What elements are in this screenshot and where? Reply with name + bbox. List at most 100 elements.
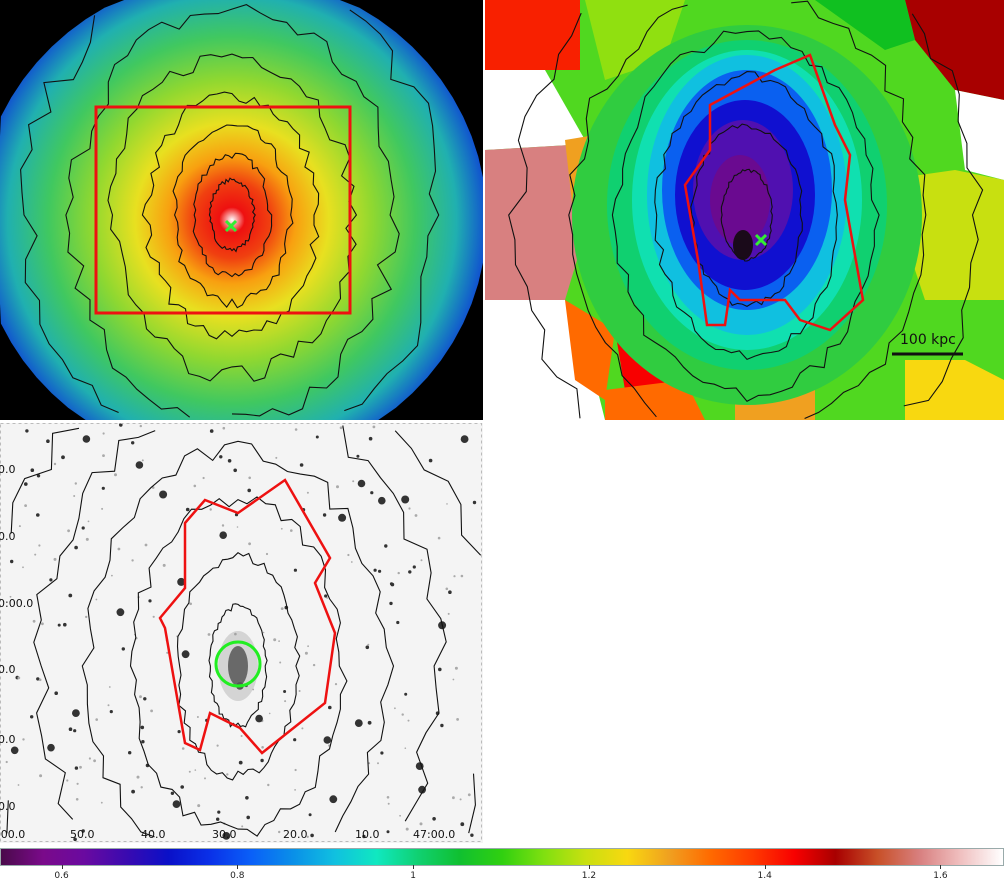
star [81, 829, 85, 833]
star [73, 495, 76, 497]
star [63, 622, 67, 627]
star [131, 441, 135, 445]
colorbar-tick [61, 865, 63, 869]
temperature-map-panel [485, 0, 1004, 420]
star [373, 568, 377, 572]
star [306, 491, 309, 494]
star [128, 751, 132, 755]
star [24, 482, 28, 486]
star [240, 735, 243, 737]
star [68, 727, 73, 731]
star [414, 514, 418, 517]
y-tick-label: 0.0 [0, 663, 16, 676]
star [108, 686, 111, 688]
contour-line [654, 71, 838, 361]
star [362, 834, 366, 839]
star [262, 631, 265, 634]
star [170, 791, 175, 795]
y-tick-label: 0.0 [0, 463, 16, 476]
star [177, 577, 186, 586]
bcg-circle [214, 640, 262, 688]
contour-line [6, 800, 9, 834]
star [280, 607, 284, 610]
star [294, 768, 297, 772]
star [377, 762, 379, 765]
star [396, 620, 400, 625]
star [150, 709, 154, 713]
contour-line [192, 152, 273, 278]
star [456, 718, 459, 721]
star [412, 565, 416, 569]
star [368, 762, 371, 765]
star [378, 569, 382, 573]
temperature-map [485, 0, 1004, 420]
star [82, 435, 91, 443]
star [131, 789, 136, 794]
star [102, 454, 105, 457]
star [437, 536, 441, 540]
star [460, 822, 465, 827]
star [22, 738, 25, 741]
star [57, 623, 61, 627]
star [246, 815, 250, 820]
star [452, 796, 455, 800]
optical-image-panel: 0.0 0.0 0:00.0 0.0 0.0 0.0 :00.0 50.0 40… [0, 423, 483, 843]
x-tick-label: 20.0 [283, 828, 308, 841]
star [180, 785, 184, 789]
star [139, 424, 142, 428]
star [140, 786, 143, 789]
star [76, 782, 79, 785]
star [185, 507, 190, 512]
star [222, 426, 226, 430]
zoom-region-box [94, 105, 352, 315]
star [141, 459, 144, 462]
star [34, 553, 37, 556]
star [17, 784, 20, 786]
star [404, 692, 408, 696]
star [387, 802, 390, 805]
contour-line [20, 15, 119, 414]
star [17, 676, 21, 680]
colorbar-tick-label: 1.6 [933, 871, 948, 881]
star [10, 746, 19, 755]
star [68, 593, 73, 598]
star [136, 775, 140, 779]
star [22, 566, 24, 569]
colorbar-tick [588, 865, 590, 869]
contour-line [508, 12, 582, 419]
star [148, 599, 152, 603]
star [49, 578, 53, 582]
star [294, 789, 296, 791]
star [227, 459, 232, 463]
x-tick-label: 30.0 [212, 828, 237, 841]
y-tick-label: 0.0 [0, 530, 16, 543]
star [280, 527, 283, 530]
region-outline [158, 478, 337, 755]
star [74, 545, 78, 550]
star [38, 544, 41, 547]
star [447, 612, 450, 615]
star [101, 507, 104, 510]
star [233, 468, 237, 473]
star [150, 829, 154, 832]
star [378, 496, 386, 505]
x-tick-label: 40.0 [141, 828, 166, 841]
colorbar-tick [413, 865, 415, 869]
star [46, 439, 50, 443]
star [338, 513, 347, 522]
star [248, 542, 252, 546]
contour-line [10, 427, 80, 534]
star [252, 688, 255, 691]
colorbar-tick-label: 1 [410, 871, 416, 881]
star [372, 425, 376, 429]
star [140, 725, 145, 730]
star [93, 759, 96, 763]
star [312, 663, 316, 667]
star [107, 704, 110, 707]
x-tick-label: 50.0 [70, 828, 95, 841]
star [326, 597, 329, 599]
star [144, 543, 148, 547]
star [181, 747, 185, 750]
colorbar [0, 848, 1004, 866]
star [53, 462, 57, 466]
